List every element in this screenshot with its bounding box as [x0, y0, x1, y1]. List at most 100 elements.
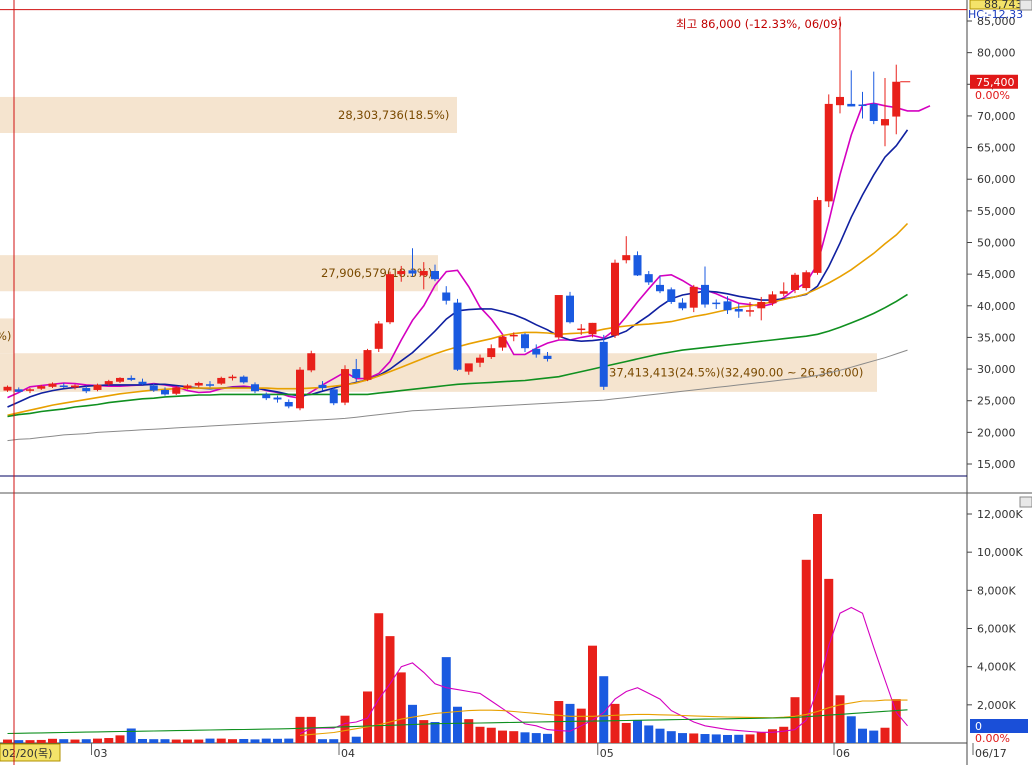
- volume-bar: [768, 729, 777, 743]
- candle-body: [487, 348, 496, 358]
- volume-profile-box: [0, 318, 14, 354]
- volume-bar: [846, 716, 856, 743]
- volume-bar: [115, 735, 125, 743]
- volume-bar: [666, 731, 676, 743]
- candle-body: [543, 355, 552, 359]
- volume-bar: [149, 739, 159, 743]
- change-badge-text: HC:-12.33: [968, 8, 1023, 21]
- candle-body: [836, 96, 844, 106]
- candle-body: [37, 386, 46, 389]
- candle-body: [588, 322, 597, 335]
- x-tick-label: 04: [341, 747, 355, 760]
- candle-body: [464, 363, 473, 372]
- candle-body: [566, 295, 574, 323]
- candle-body: [149, 385, 158, 391]
- volume-profile-box: [0, 255, 438, 292]
- volume-bar: [340, 715, 350, 743]
- candle-body: [251, 384, 259, 392]
- volume-bar: [408, 704, 417, 743]
- candle-body: [262, 394, 271, 399]
- candle-body: [611, 262, 619, 336]
- x-tick-label: 06: [836, 747, 850, 760]
- candle-body: [318, 384, 327, 389]
- volume-bar: [396, 672, 406, 743]
- volume-bar: [464, 719, 474, 743]
- candle-body: [476, 357, 484, 363]
- volume-bar: [711, 734, 721, 743]
- price-tick-label: 30,000: [977, 363, 1016, 376]
- candle-body: [194, 382, 203, 386]
- candle-body: [71, 385, 79, 388]
- volume-bar: [678, 733, 687, 743]
- candle-body: [667, 289, 676, 302]
- price-tick-label: 65,000: [977, 142, 1016, 155]
- current-volume-badge: [970, 719, 1028, 733]
- volume-tick-label: 12,000K: [977, 508, 1023, 521]
- candle-body: [296, 369, 304, 409]
- volume-bar: [430, 722, 440, 743]
- volume-ma-layer: [7, 606, 908, 736]
- volume-bar: [790, 697, 800, 743]
- candle-body: [408, 270, 417, 274]
- candle-body: [689, 286, 698, 308]
- volume-bar: [700, 734, 710, 743]
- volume-bar: [194, 739, 204, 743]
- volume-bar: [441, 657, 451, 743]
- volume-bar: [385, 636, 395, 743]
- candle-body: [363, 350, 372, 380]
- candle-body: [678, 302, 687, 309]
- candle-body: [701, 284, 709, 305]
- volume-bar: [126, 728, 136, 743]
- candle-body: [3, 386, 12, 391]
- volume-pct-label: 0.00%: [975, 732, 1010, 745]
- volume-bar: [205, 738, 215, 743]
- volume-tick-label: 6,000K: [977, 623, 1016, 636]
- current-volume-label: 0: [975, 720, 982, 733]
- price-ma60-line: [7, 293, 908, 418]
- candle-body: [723, 301, 732, 311]
- price-tick-label: 60,000: [977, 173, 1016, 186]
- volume-bar: [25, 740, 35, 743]
- volume-bar: [59, 739, 69, 743]
- volume-bar: [543, 733, 552, 743]
- price-tick-label: 35,000: [977, 331, 1016, 344]
- volume-bar: [93, 738, 102, 743]
- candle-body: [453, 302, 462, 370]
- price-tick-label: 85,000: [977, 15, 1016, 28]
- candle-body: [622, 255, 631, 261]
- candle-body: [521, 334, 529, 349]
- candle-body: [82, 388, 91, 392]
- candle-body: [813, 200, 822, 273]
- volume-bar: [329, 739, 339, 743]
- candlestick-layer: [3, 16, 911, 411]
- candle-body: [161, 389, 169, 395]
- volume-bar: [239, 738, 249, 743]
- candle-body: [341, 369, 349, 403]
- volume-bar: [261, 738, 271, 743]
- volume-ma20-line: [299, 699, 908, 736]
- candle-body: [734, 308, 743, 312]
- candle-body: [802, 272, 811, 289]
- volume-bar: [531, 733, 541, 743]
- volume-bar: [858, 728, 867, 743]
- volume-bar: [216, 738, 226, 743]
- volume-scroll-button[interactable]: [1019, 496, 1032, 508]
- volume-bar: [475, 726, 485, 743]
- volume-bar: [891, 699, 901, 743]
- price-panel[interactable]: [0, 0, 967, 476]
- candle-body: [554, 295, 563, 338]
- volume-bar: [183, 739, 192, 743]
- candle-body: [768, 294, 777, 304]
- scroll-up-button[interactable]: [1019, 0, 1032, 11]
- volume-bar: [48, 738, 57, 743]
- volume-bar: [745, 734, 755, 743]
- volume-bar: [318, 739, 327, 743]
- volume-tick-label: 8,000K: [977, 584, 1016, 597]
- volume-bar: [621, 722, 631, 743]
- candle-body: [757, 301, 766, 309]
- volume-bar: [498, 730, 507, 743]
- volume-bar: [655, 728, 665, 743]
- axis-layer: 85,00080,00075,00070,00065,00060,00055,0…: [0, 15, 1023, 762]
- candle-body: [386, 274, 394, 323]
